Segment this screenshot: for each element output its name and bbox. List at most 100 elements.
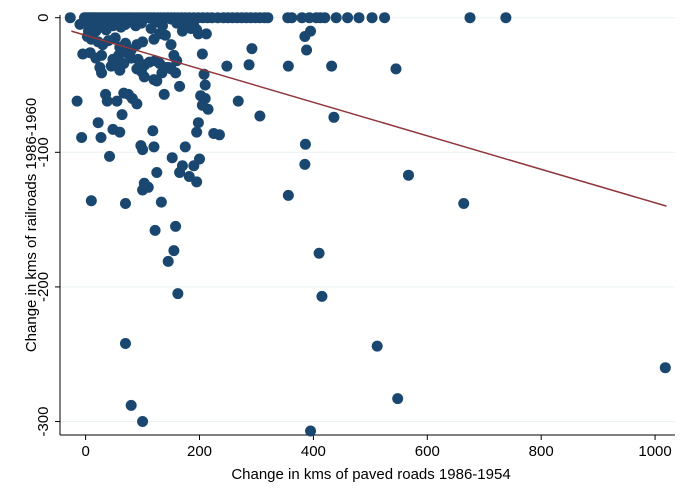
data-point	[199, 92, 211, 104]
data-point	[137, 416, 149, 428]
x-axis-ticks: 0 200 400 600 800 1000	[81, 435, 672, 460]
data-point	[170, 67, 182, 79]
data-point	[176, 25, 188, 37]
x-tick-label: 0	[81, 443, 89, 460]
data-point	[379, 12, 391, 24]
data-point	[366, 12, 378, 24]
data-point	[95, 132, 107, 143]
data-point	[301, 44, 313, 56]
data-point	[246, 43, 258, 55]
data-point	[114, 126, 126, 138]
data-point	[458, 197, 470, 209]
data-point	[96, 49, 108, 61]
data-point	[319, 12, 331, 24]
data-point	[500, 12, 512, 24]
data-point	[243, 59, 255, 71]
data-point	[202, 103, 214, 115]
data-point	[131, 98, 143, 110]
data-point	[328, 111, 340, 123]
data-point	[109, 32, 121, 44]
data-point	[96, 67, 108, 79]
data-point	[192, 117, 204, 129]
data-point	[64, 12, 76, 24]
data-point	[194, 153, 206, 165]
data-point	[299, 138, 311, 150]
data-point	[166, 152, 178, 164]
y-axis-ticks: 0 -100 -200 -300	[35, 14, 60, 437]
data-point	[151, 75, 163, 87]
data-point	[200, 28, 212, 40]
data-point	[155, 196, 167, 208]
data-point	[170, 220, 182, 232]
data-point	[390, 63, 402, 75]
data-point	[104, 150, 116, 162]
data-point	[119, 197, 131, 209]
data-point	[174, 80, 186, 92]
data-point	[147, 125, 159, 137]
data-point	[149, 224, 161, 236]
data-point	[142, 181, 154, 193]
data-point	[191, 176, 203, 188]
data-point	[192, 28, 204, 40]
data-point	[76, 132, 88, 143]
data-point	[313, 247, 325, 259]
data-point	[403, 169, 414, 181]
data-point	[199, 79, 211, 91]
data-point	[282, 189, 294, 201]
data-point	[305, 425, 317, 437]
fit-line	[71, 30, 667, 207]
data-point	[282, 60, 294, 72]
data-point	[85, 195, 97, 207]
data-point	[92, 117, 104, 129]
x-tick-label: 200	[187, 443, 212, 460]
data-point	[254, 110, 266, 122]
data-point	[111, 95, 123, 107]
data-point	[464, 12, 476, 24]
data-point	[101, 95, 113, 107]
x-tick-label: 800	[529, 443, 554, 460]
data-point	[176, 160, 188, 172]
x-tick-label: 1000	[638, 443, 671, 460]
data-point	[125, 399, 137, 411]
data-point	[137, 144, 149, 156]
data-point	[191, 126, 203, 138]
data-point	[232, 95, 244, 107]
data-point	[221, 60, 233, 72]
data-point	[179, 141, 191, 153]
y-tick-label: 0	[35, 14, 52, 22]
data-point	[159, 29, 171, 41]
data-point	[659, 362, 671, 374]
data-point	[114, 64, 126, 76]
data-point	[326, 60, 338, 72]
data-point	[168, 245, 180, 257]
data-point	[116, 109, 128, 121]
data-point	[392, 393, 404, 405]
data-point	[165, 39, 177, 51]
data-point	[137, 36, 149, 48]
data-point	[353, 12, 365, 24]
data-point	[172, 288, 184, 300]
data-point	[305, 25, 317, 37]
x-tick-label: 400	[301, 443, 326, 460]
data-point	[213, 129, 225, 141]
data-point	[171, 17, 183, 29]
data-point	[119, 337, 131, 349]
data-point	[138, 71, 150, 83]
data-point	[71, 95, 83, 107]
fit-line-layer	[71, 30, 667, 207]
scatter-points	[64, 12, 671, 437]
y-axis-label: Change in kms of railroads 1986-1960	[23, 98, 40, 352]
data-point	[342, 12, 354, 24]
y-tick-label: -300	[35, 407, 52, 437]
data-point	[148, 141, 160, 153]
data-point	[162, 255, 174, 267]
data-point	[286, 12, 298, 24]
y-tick-label: -200	[35, 272, 52, 302]
y-tick-label: -100	[35, 137, 52, 167]
x-tick-label: 600	[415, 443, 440, 460]
data-point	[151, 167, 163, 178]
data-point	[262, 12, 274, 24]
data-point	[299, 158, 311, 170]
